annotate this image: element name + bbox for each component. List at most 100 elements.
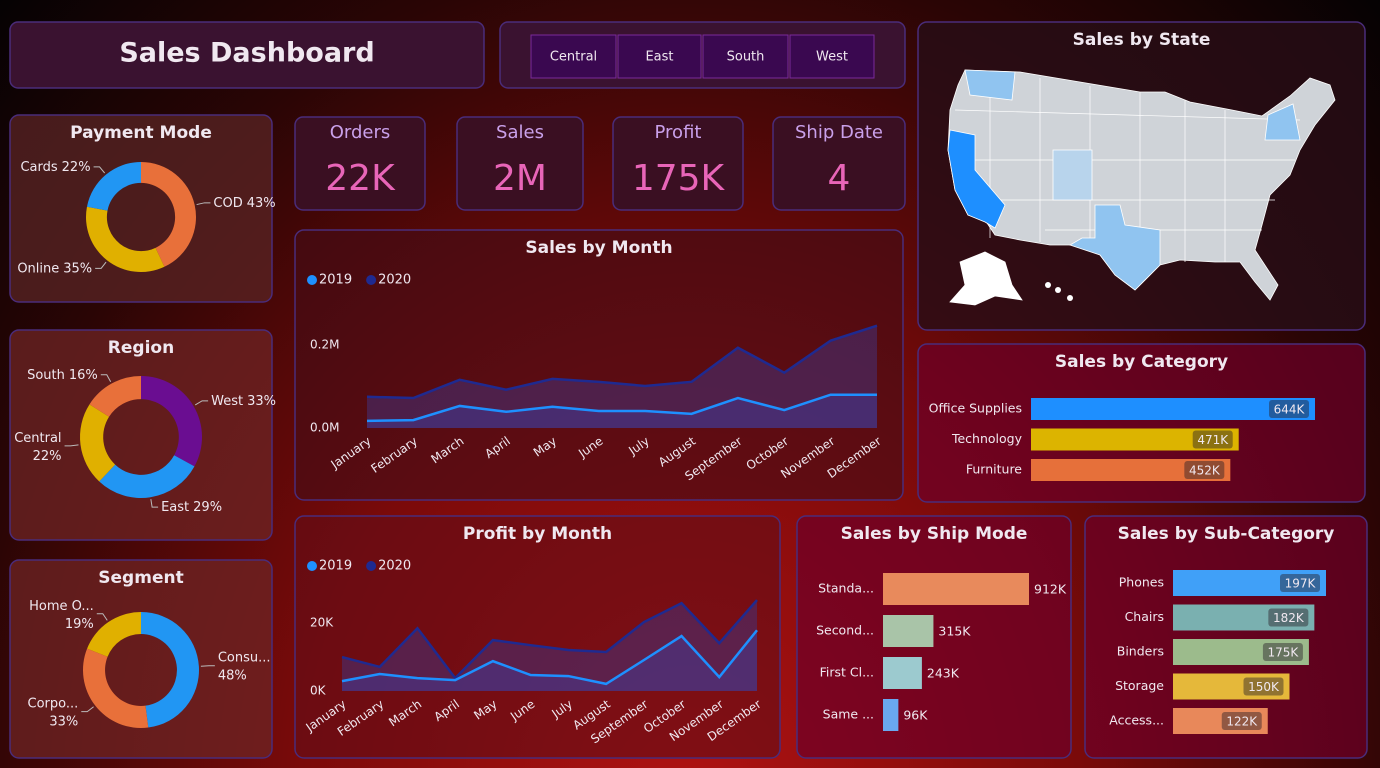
bar [1173,570,1326,596]
value-label-bg [1221,712,1262,730]
leader-line [93,166,106,174]
chart-title: Sales by Month [525,238,672,258]
filter-button[interactable]: South [702,34,789,79]
filter-button-bg [530,34,617,79]
kpi-value: 2M [493,158,547,199]
title-panel [9,21,485,89]
category-label: Storage [1115,678,1164,693]
legend-marker [366,561,377,571]
legend-label: 2019 [319,273,352,288]
area-fill [342,630,757,691]
filter-button[interactable]: Central [530,34,617,79]
donut-label: Central 22% [14,430,61,463]
kpi-value: 4 [828,158,851,199]
bar [1031,428,1239,451]
donut-slice [141,612,200,728]
kpi-value: 175K [632,158,726,199]
filter-button-bg [702,34,789,79]
value-label: 315K [938,624,971,639]
kpi-label: Sales [496,122,544,143]
donut-slice [99,455,195,498]
label-value: 35% [63,261,92,276]
value-label-bg [1280,574,1320,592]
label-category: Central [14,430,61,445]
bar [1031,398,1315,420]
value-label-bg [1268,608,1309,627]
series-line [341,599,758,681]
label-category: South [27,367,65,382]
bar [883,657,922,689]
kpi-label: Orders [330,122,391,143]
label-value: 19% [65,616,94,631]
filter-button[interactable]: West [789,34,875,79]
donut-label: West 33% [211,393,276,408]
chart-panel [9,114,273,303]
chart-panel [294,229,904,501]
state-highlight [1069,204,1161,291]
value-label-bg [1269,400,1309,418]
chart-title: Sales by Category [1055,352,1228,372]
category-label: Phones [1119,575,1164,590]
category-label: Standa... [818,581,874,596]
label-category: Online [17,261,59,276]
value-label-bg [1184,461,1225,479]
leader-line [196,202,211,206]
chart-title: Sales by Sub-Category [1118,524,1335,544]
kpi-card [456,116,584,211]
category-label: Second... [816,623,874,638]
donut-label: Corpo... 33% [28,696,79,729]
label-value: 16% [69,367,98,382]
y-tick-label: 0K [310,684,327,698]
category-label: Binders [1117,644,1164,659]
donut-label: COD 43% [213,195,275,210]
state-highlight [1264,103,1301,141]
label-category: Corpo... [28,696,79,711]
value-label-bg [1262,643,1303,661]
state-highlight [1052,149,1093,201]
legend-marker [307,561,317,571]
filter-button-bg [617,34,702,79]
leader-line [100,374,112,383]
state-highlight [947,129,1006,229]
donut-slice [83,648,149,729]
state-border [954,109,1301,121]
chart-panel [9,329,273,541]
value-label: 96K [903,708,928,723]
label-category: COD [213,195,242,210]
legend-marker [307,275,317,285]
series-line [341,629,758,686]
map-hawaii [1067,295,1073,301]
label-value: 22% [33,448,62,463]
donut-slice [89,376,141,417]
map-hawaii [1055,287,1061,293]
value-label: 912K [1034,582,1067,597]
kpi-card [294,116,426,211]
label-value: 22% [62,159,91,174]
leader-line [96,613,108,621]
filter-label: West [816,50,848,65]
filter-button[interactable]: East [617,34,702,79]
y-tick-label: 0.0M [310,421,339,435]
series-line [366,393,877,423]
filter-label: Central [550,50,597,65]
value-label-bg [1243,677,1284,696]
donut-label: Online 35% [17,261,92,276]
chart-title: Profit by Month [463,524,612,544]
category-label: Access... [1109,713,1164,728]
label-value: 48% [218,668,247,683]
category-label: Office Supplies [929,401,1022,416]
dashboard-title: Sales Dashboard [119,38,374,69]
value-label: 197K [1285,577,1317,591]
label-category: Home O... [29,598,94,613]
bar [1173,708,1268,734]
donut-slice [141,376,202,467]
category-label: Chairs [1125,609,1164,624]
kpi-label: Profit [655,122,702,143]
filter-label: South [727,50,765,65]
label-value: 33% [49,714,78,729]
filter-label: East [645,50,673,65]
legend-label: 2020 [378,559,411,574]
label-value: 43% [247,195,276,210]
series-line [366,324,878,400]
